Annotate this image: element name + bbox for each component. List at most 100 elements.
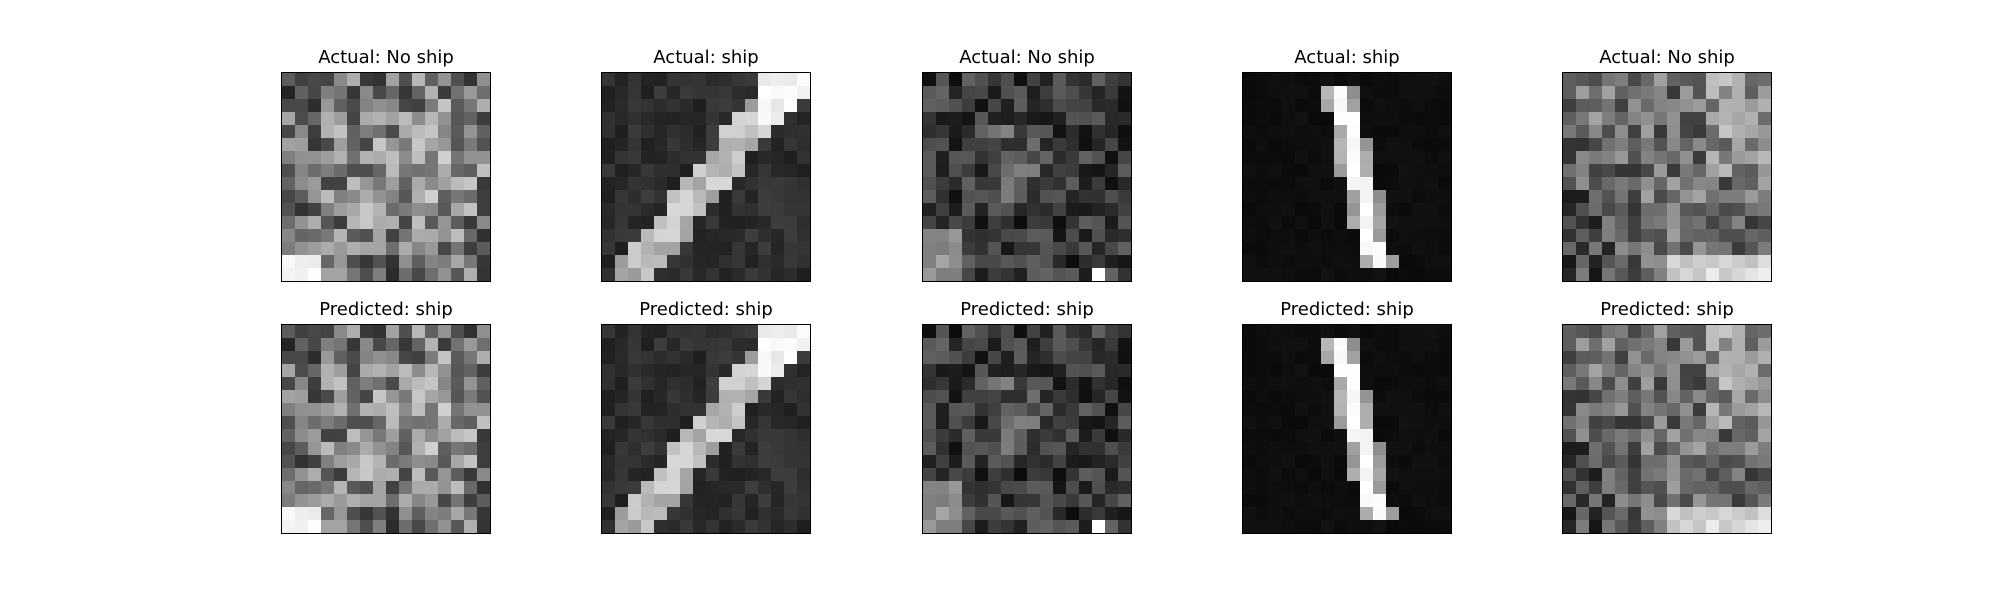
pixel [282,151,296,165]
pixel [386,507,400,521]
pixel [1105,255,1119,269]
pixel [745,442,759,456]
pixel [680,151,694,165]
pixel [477,73,490,87]
pixel [1295,242,1309,256]
pixel [758,468,772,482]
pixel [1589,112,1603,126]
pixel [784,268,798,281]
pixel [667,455,681,469]
pixel [1079,507,1093,521]
pixel [1693,429,1707,443]
pixel [438,242,452,256]
pixel [1667,351,1681,365]
pixel [1719,338,1733,352]
pixel [477,377,490,391]
pixel [1347,507,1361,521]
pixel [923,429,937,443]
pixel [1105,403,1119,417]
pixel [1269,190,1283,204]
pixel [1014,390,1028,404]
pixel [464,125,478,139]
pixel [308,403,322,417]
pixel [1589,255,1603,269]
pixel [1641,520,1655,533]
pixel [1282,99,1296,113]
pixel [1563,99,1577,113]
pixel [1027,229,1041,243]
pixel [1641,507,1655,521]
pixel [1563,112,1577,126]
pixel [641,112,655,126]
pixel [797,203,810,217]
pixel [1758,138,1771,152]
pixel [1386,216,1400,230]
panel-title: Predicted: ship [319,299,453,320]
pixel [1014,325,1028,339]
pixel [1745,151,1759,165]
pixel [1027,86,1041,100]
pixel [654,151,668,165]
pixel [1654,403,1668,417]
pixel [360,177,374,191]
pixel [1282,138,1296,152]
pixel [1001,73,1015,87]
pixel [628,203,642,217]
pixel [797,455,810,469]
pixel [1243,416,1257,430]
pixel [373,73,387,87]
pixel [1667,468,1681,482]
pixel [1295,203,1309,217]
pixel [308,364,322,378]
pixel [1425,268,1439,281]
pixel [438,468,452,482]
pixel [1105,390,1119,404]
pixel [1334,216,1348,230]
pixel [1654,73,1668,87]
pixel [321,481,335,495]
pixel [962,229,976,243]
pixel [1373,216,1387,230]
pixel [1438,468,1451,482]
pixel [1706,138,1720,152]
pixel [602,125,616,139]
pixel [784,481,798,495]
pixel [321,99,335,113]
pixel [438,86,452,100]
pixel [1040,99,1054,113]
pixel [1602,494,1616,508]
pixel [641,416,655,430]
pixel [1040,520,1054,533]
pixel [295,377,309,391]
pixel [1269,112,1283,126]
pixel [949,99,963,113]
pixel [334,507,348,521]
pixel [1360,338,1374,352]
pixel [373,468,387,482]
pixel [719,255,733,269]
pixel [1576,455,1590,469]
pixel [1412,138,1426,152]
pixel [628,177,642,191]
pixel [1602,242,1616,256]
pixel [797,364,810,378]
pixel [1667,242,1681,256]
pixel [1118,338,1131,352]
pixel [1053,216,1067,230]
pixel [1745,468,1759,482]
pixel [451,177,465,191]
pixel [1373,416,1387,430]
pixel [1282,481,1296,495]
pixel [438,255,452,269]
pixel [771,416,785,430]
pixel [1079,520,1093,533]
pixel [1243,390,1257,404]
pixel [758,229,772,243]
pixel [1256,364,1270,378]
pixel [295,403,309,417]
pixel [412,86,426,100]
pixel [784,138,798,152]
pixel [1680,255,1694,269]
pixel [477,86,490,100]
pixel [1243,429,1257,443]
